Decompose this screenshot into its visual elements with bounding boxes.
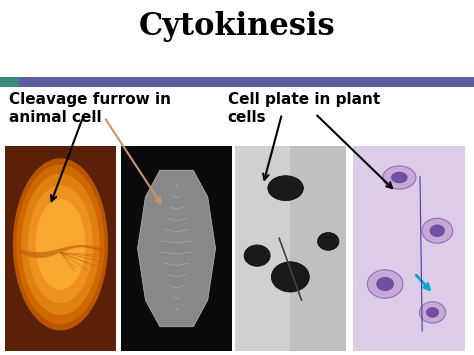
- Bar: [353, 146, 465, 351]
- Ellipse shape: [376, 277, 394, 291]
- Ellipse shape: [426, 307, 439, 318]
- Bar: [235, 146, 346, 351]
- Polygon shape: [137, 170, 216, 327]
- Bar: [121, 146, 232, 351]
- Text: Cell plate in plant
cells: Cell plate in plant cells: [228, 92, 380, 125]
- Ellipse shape: [244, 245, 270, 266]
- Ellipse shape: [318, 233, 339, 250]
- Bar: [5, 146, 116, 351]
- Bar: [0, 77, 19, 87]
- Bar: [19, 77, 474, 87]
- Ellipse shape: [367, 270, 403, 298]
- Ellipse shape: [36, 199, 85, 290]
- Text: Cytokinesis: Cytokinesis: [139, 11, 335, 42]
- Ellipse shape: [21, 174, 100, 315]
- Ellipse shape: [429, 225, 445, 237]
- Ellipse shape: [383, 166, 416, 189]
- Ellipse shape: [272, 262, 309, 292]
- Ellipse shape: [268, 176, 303, 201]
- Ellipse shape: [13, 158, 108, 331]
- Ellipse shape: [422, 218, 453, 243]
- Ellipse shape: [419, 302, 446, 323]
- Ellipse shape: [391, 172, 408, 183]
- Ellipse shape: [28, 186, 93, 303]
- Bar: [235, 146, 290, 351]
- Text: Cleavage furrow in
animal cell: Cleavage furrow in animal cell: [9, 92, 172, 125]
- Ellipse shape: [16, 165, 105, 324]
